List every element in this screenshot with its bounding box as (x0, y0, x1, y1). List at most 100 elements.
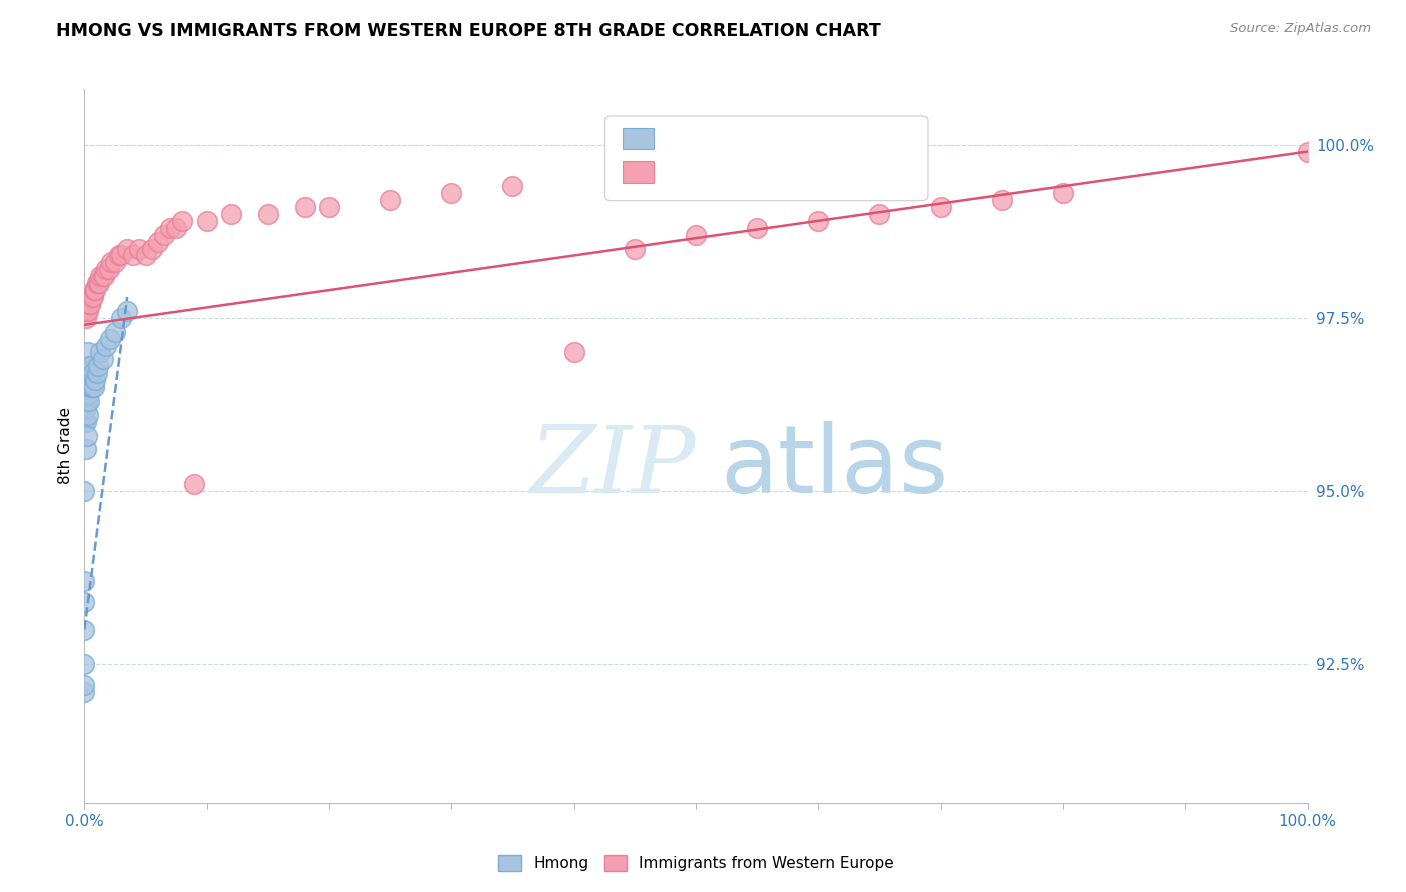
Point (624, 242, 647, 256)
Point (257, 207, 280, 221)
Point (77, 366, 100, 380)
Point (219, 207, 242, 221)
Point (122, 248, 145, 262)
Point (165, 220, 187, 235)
Point (159, 220, 181, 235)
Point (86, 276, 108, 290)
Point (128, 242, 150, 256)
Point (82, 366, 104, 380)
Point (73, 380, 96, 394)
Text: R =: R = (662, 165, 697, 179)
Point (89, 345, 111, 359)
Point (115, 304, 138, 318)
Point (73, 678, 96, 692)
Point (77, 387, 100, 401)
Y-axis label: 8th Grade: 8th Grade (58, 408, 73, 484)
Point (77, 297, 100, 311)
Point (75, 373, 97, 387)
Text: N =: N = (763, 165, 800, 179)
Text: 51: 51 (799, 165, 818, 179)
Point (75, 401, 97, 415)
Point (183, 477, 205, 491)
Point (685, 227, 707, 242)
Text: atlas: atlas (720, 421, 949, 514)
Point (77, 394, 100, 409)
Point (93, 269, 115, 284)
Point (79, 380, 101, 394)
Text: ZIP: ZIP (529, 423, 696, 512)
Point (104, 255, 127, 269)
Point (73, 623, 96, 637)
Point (79, 297, 101, 311)
Point (76, 428, 98, 442)
Point (97, 262, 120, 277)
Point (115, 242, 138, 256)
Point (104, 325, 127, 339)
Point (79, 297, 101, 311)
Text: HMONG VS IMMIGRANTS FROM WESTERN EUROPE 8TH GRADE CORRELATION CHART: HMONG VS IMMIGRANTS FROM WESTERN EUROPE … (56, 22, 882, 40)
Point (380, 193, 402, 207)
Point (73, 415, 96, 429)
Text: Source: ZipAtlas.com: Source: ZipAtlas.com (1230, 22, 1371, 36)
Point (73, 657, 96, 672)
Point (98, 332, 121, 346)
Point (73, 359, 96, 374)
Point (73, 685, 96, 699)
Point (75, 415, 97, 429)
Point (75, 310, 97, 325)
Point (77, 373, 100, 387)
Point (110, 248, 132, 262)
Point (440, 186, 463, 201)
Point (83, 380, 105, 394)
Point (929, 200, 952, 214)
Point (96, 262, 118, 277)
Point (76, 394, 98, 409)
Text: 38: 38 (799, 131, 818, 145)
Point (80, 380, 103, 394)
Point (1052, 186, 1074, 201)
Legend: Hmong, Immigrants from Western Europe: Hmong, Immigrants from Western Europe (492, 849, 900, 877)
Point (73, 483, 96, 498)
Point (135, 248, 157, 262)
Point (75, 442, 97, 457)
Point (84, 283, 107, 297)
Point (107, 248, 129, 262)
Text: R =: R = (662, 131, 697, 145)
Point (502, 179, 524, 194)
Point (89, 269, 111, 284)
Text: 0.149: 0.149 (699, 131, 745, 145)
Point (86, 366, 108, 380)
Point (77, 345, 100, 359)
Point (195, 214, 218, 228)
Point (318, 200, 340, 214)
Point (562, 345, 585, 359)
Point (96, 338, 118, 352)
Point (77, 304, 100, 318)
Point (84, 373, 107, 387)
Point (87, 359, 110, 374)
Point (100, 255, 122, 269)
Point (91, 269, 114, 284)
Text: 0.337: 0.337 (699, 165, 744, 179)
Point (991, 193, 1014, 207)
Point (153, 227, 176, 242)
Point (87, 276, 110, 290)
Point (91, 352, 114, 367)
Point (146, 235, 169, 249)
Point (77, 408, 100, 422)
Point (172, 214, 194, 228)
Point (747, 220, 769, 235)
Point (807, 214, 830, 228)
Point (73, 595, 96, 609)
Point (76, 366, 98, 380)
Point (87, 276, 110, 290)
Point (141, 242, 163, 256)
Point (83, 283, 105, 297)
Point (110, 310, 132, 325)
Point (73, 574, 96, 588)
Point (80, 290, 103, 304)
Point (76, 304, 98, 318)
Point (869, 207, 891, 221)
Point (1296, 145, 1319, 159)
Point (294, 200, 316, 214)
